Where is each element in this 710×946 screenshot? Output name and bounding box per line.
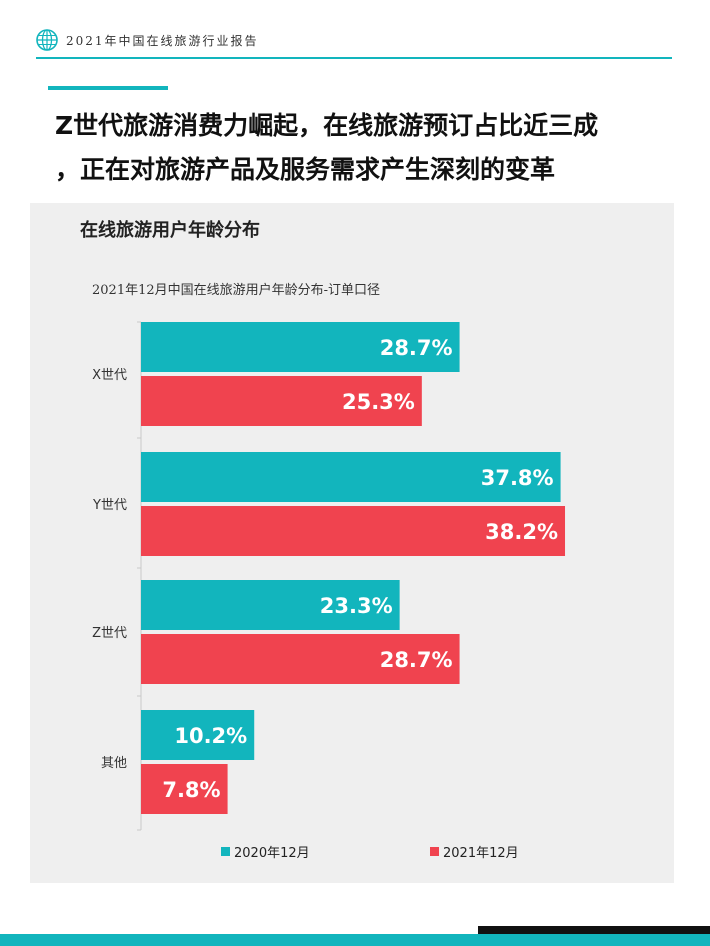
- report-header: 2021年中国在线旅游行业报告: [36, 26, 259, 54]
- headline-line-2: ，正在对旅游产品及服务需求产生深刻的变革: [55, 155, 556, 184]
- data-label: 38.2%: [485, 520, 558, 544]
- legend-label-2021: 2021年12月: [443, 846, 519, 861]
- bar-chart: X世代 28.7% 25.3% Y世代 37.8% 38.2% Z世代 23.3% 28.7% 其…: [92, 321, 566, 831]
- bar: [141, 634, 460, 684]
- data-label: 28.7%: [380, 648, 453, 672]
- category-label: Y世代: [92, 498, 127, 513]
- panel-title: 在线旅游用户年龄分布: [80, 220, 260, 241]
- headline-line-1: Z世代旅游消费力崛起，在线旅游预订占比近三成: [55, 111, 599, 140]
- footer-bar-dark: [478, 926, 710, 934]
- legend-item-2021: 2021年12月: [430, 842, 519, 861]
- bar: [141, 452, 561, 502]
- data-label: 10.2%: [174, 724, 247, 748]
- bar: [141, 506, 566, 556]
- legend-swatch-2020: [221, 847, 230, 856]
- header-divider: [36, 57, 672, 59]
- globe-icon: [36, 29, 58, 51]
- data-label: 7.8%: [162, 778, 220, 802]
- data-label: 37.8%: [481, 466, 554, 490]
- category-label: X世代: [92, 368, 127, 383]
- report-title: 2021年中国在线旅游行业报告: [66, 33, 259, 48]
- footer-bar-teal: [0, 934, 710, 946]
- accent-bar: [48, 86, 168, 90]
- page-headline: Z世代旅游消费力崛起，在线旅游预订占比近三成 ，正在对旅游产品及服务需求产生深刻…: [55, 104, 695, 192]
- legend-label-2020: 2020年12月: [234, 846, 310, 861]
- data-label: 28.7%: [380, 336, 453, 360]
- legend-swatch-2021: [430, 847, 439, 856]
- bar: [141, 376, 422, 426]
- data-label: 25.3%: [342, 390, 415, 414]
- legend-item-2020: 2020年12月: [221, 842, 310, 861]
- category-label: Z世代: [92, 626, 127, 641]
- chart-title: 2021年12月中国在线旅游用户年龄分布-订单口径: [92, 283, 381, 298]
- bar: [141, 764, 228, 814]
- category-label: 其他: [101, 756, 127, 771]
- bar: [141, 322, 460, 372]
- bar: [141, 710, 255, 760]
- data-label: 23.3%: [320, 594, 393, 618]
- bar: [141, 580, 400, 630]
